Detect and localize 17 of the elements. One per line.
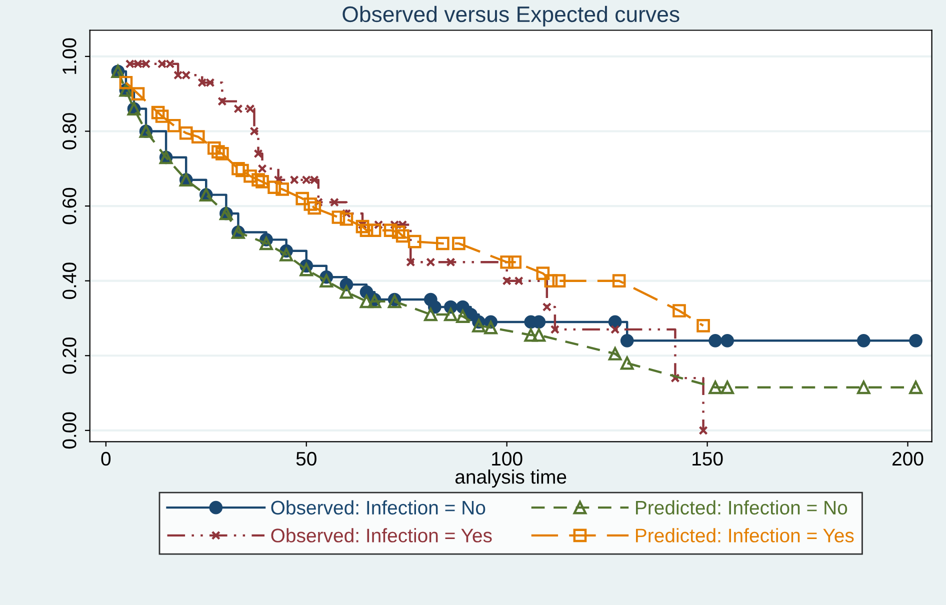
x-axis-title: analysis time — [455, 470, 566, 488]
x-tick-label: 150 — [692, 452, 723, 466]
chart-title: Observed versus Expected curves — [342, 6, 680, 27]
y-tick-label: 0.80 — [62, 113, 76, 150]
text: Observed: Infection = Yes — [271, 528, 492, 542]
x-tick-label: 50 — [296, 452, 316, 466]
y-tick-label: 1.00 — [62, 38, 76, 74]
text: Predicted: Infection = No — [636, 500, 848, 515]
y-tick-label: 0.20 — [62, 337, 76, 374]
y-tick-label: 0.40 — [62, 262, 76, 299]
y-tick-label: 0.00 — [62, 412, 76, 449]
x-tick-label: 0 — [101, 452, 111, 466]
text: Predicted: Infection = Yes — [636, 528, 854, 542]
text: Observed: Infection = No — [271, 500, 486, 515]
y-tick-label: 0.60 — [62, 188, 76, 224]
x-tick-label: 200 — [892, 452, 924, 466]
x-tick-label: 100 — [492, 452, 522, 466]
